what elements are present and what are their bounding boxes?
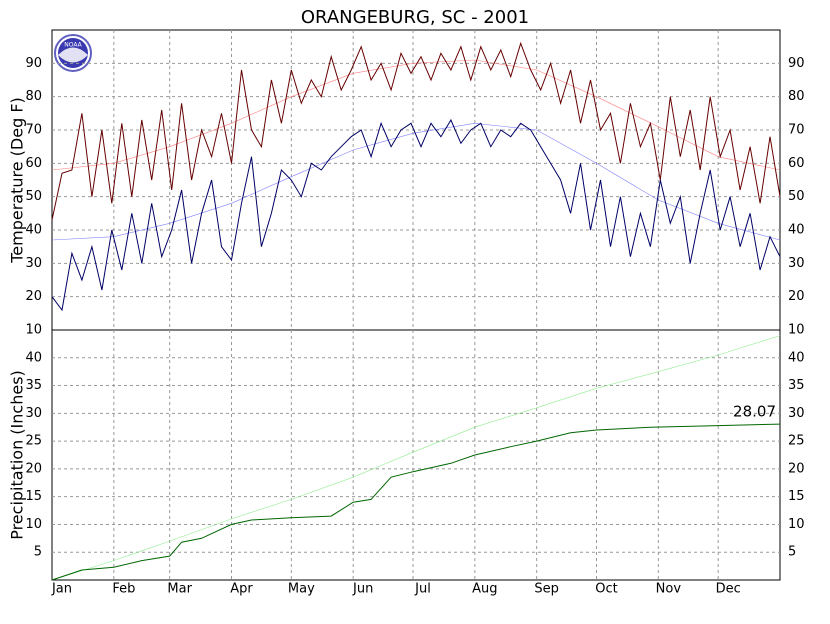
x-tick-label: Apr [230,582,253,597]
y-tick-label: 35 [25,378,42,393]
x-tick-label: May [288,582,315,597]
y-tick-label: 40 [25,223,42,238]
y-tick-label: 20 [25,289,42,304]
x-tick-label: Jul [414,582,431,597]
y-tick-label-right: 20 [788,461,805,476]
plot-frame [51,29,781,581]
data-line [51,41,781,221]
y-tick-label: 10 [25,323,42,338]
y-tick-label-right: 10 [788,517,805,532]
y-axis-label: Temperature (Deg F) [8,97,27,264]
y-tick-label-right: 50 [788,189,805,204]
y-tick-label: 20 [25,461,42,476]
x-tick-label: Sep [534,582,559,597]
x-tick-label: Jan [51,582,72,597]
y-tick-label-right: 60 [788,156,805,171]
y-tick-label: 90 [25,56,42,71]
data-line [51,122,781,241]
noaa-logo: NOAA [54,34,92,72]
y-tick-label-right: 90 [788,56,805,71]
data-line [51,335,781,581]
y-tick-label: 40 [25,350,42,365]
y-tick-label-right: 70 [788,123,805,138]
x-tick-label: Feb [112,582,135,597]
x-tick-label: Jun [352,582,373,597]
y-axis-label: Precipitation (Inches) [8,370,27,540]
x-tick-label: Dec [716,582,741,597]
y-tick-label: 10 [25,517,42,532]
data-label: 28.07 [733,403,776,421]
x-tick-label: Mar [167,582,192,597]
x-tick-label: Oct [595,582,617,597]
y-tick-label: 5 [34,545,42,560]
y-tick-label-right: 30 [788,406,805,421]
y-tick-label-right: 25 [788,434,805,449]
y-tick-label-right: 35 [788,378,805,393]
data-line [51,118,781,312]
y-tick-label: 25 [25,434,42,449]
y-tick-label: 60 [25,156,42,171]
y-tick-label-right: 40 [788,223,805,238]
y-tick-label: 50 [25,189,42,204]
y-tick-label-right: 10 [788,323,805,338]
y-tick-label-right: 30 [788,256,805,271]
y-tick-label-right: 5 [788,545,796,560]
y-tick-label-right: 40 [788,350,805,365]
data-line [51,59,781,171]
x-tick-label: Aug [472,582,497,597]
y-tick-label: 80 [25,89,42,104]
chart-title: ORANGEBURG, SC - 2001 [301,7,529,28]
y-tick-label-right: 20 [788,289,805,304]
data-line [51,423,781,581]
y-tick-label: 15 [25,489,42,504]
x-tick-label: Nov [656,582,682,597]
logo-text: NOAA [64,42,82,49]
y-tick-label: 30 [25,406,42,421]
y-tick-label: 70 [25,123,42,138]
y-tick-label-right: 80 [788,89,805,104]
y-tick-label: 30 [25,256,42,271]
logo-bird [58,47,88,63]
y-tick-label-right: 15 [788,489,805,504]
